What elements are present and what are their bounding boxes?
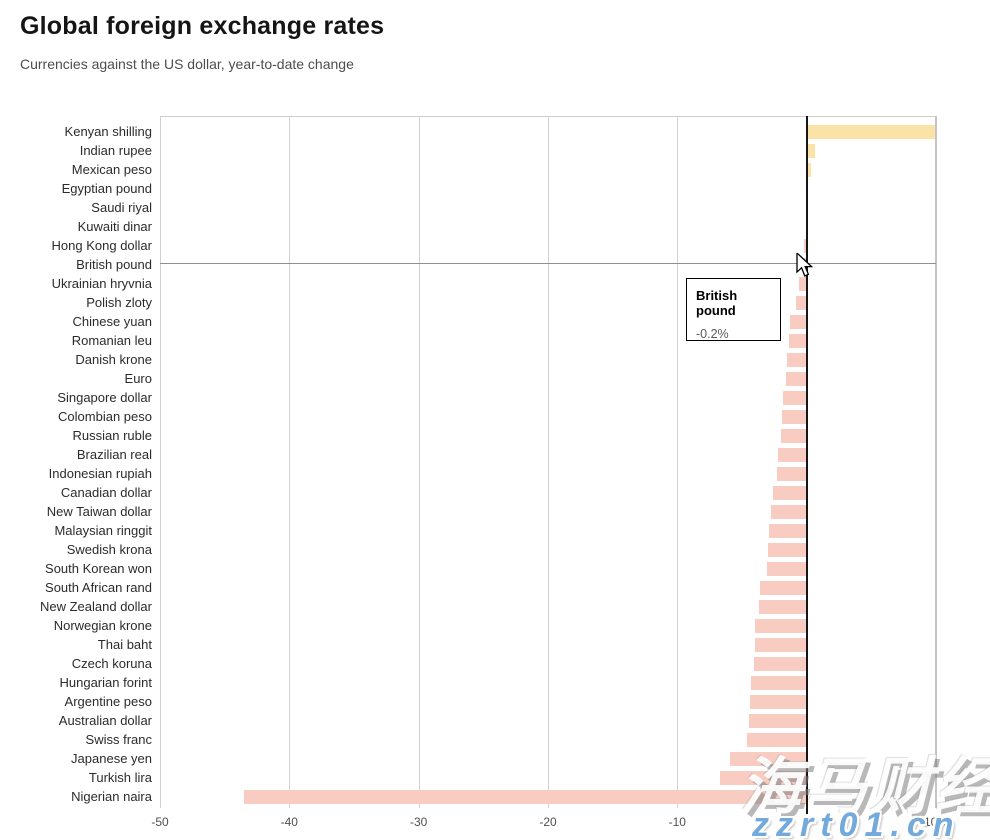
bar-thai-baht[interactable] <box>754 638 807 652</box>
bar-new-zealand-dollar[interactable] <box>758 600 807 614</box>
category-label: Chinese yuan <box>72 313 153 329</box>
x-gridline <box>677 116 679 808</box>
bar-brazilian-real[interactable] <box>778 448 807 462</box>
x-axis-tick-label: -10 <box>668 815 686 829</box>
category-label: Ukrainian hryvnia <box>51 275 152 291</box>
x-gridline <box>935 116 937 808</box>
category-label: Swiss franc <box>85 731 152 747</box>
x-gridline <box>418 116 420 808</box>
category-label: Indian rupee <box>79 142 152 158</box>
category-label: Nigerian naira <box>71 788 152 804</box>
category-label: Japanese yen <box>71 750 152 766</box>
category-label: Indonesian rupiah <box>48 465 152 481</box>
category-label: Australian dollar <box>58 712 152 728</box>
chart-subtitle: Currencies against the US dollar, year-t… <box>20 56 354 72</box>
category-label: Turkish lira <box>88 769 152 785</box>
bar-australian-dollar[interactable] <box>748 714 807 728</box>
bar-malaysian-ringgit[interactable] <box>769 524 807 538</box>
category-label: Danish krone <box>75 351 152 367</box>
category-label: Canadian dollar <box>60 484 152 500</box>
category-label: Hungarian forint <box>59 674 153 690</box>
bar-hong-kong-dollar[interactable] <box>804 239 807 253</box>
tooltip-currency-name: British pound <box>696 288 738 318</box>
category-label: Hong Kong dollar <box>51 237 152 253</box>
category-label: New Taiwan dollar <box>46 503 152 519</box>
category-label: Malaysian ringgit <box>54 522 152 538</box>
category-label: Euro <box>124 370 152 386</box>
x-axis-tick-label: -20 <box>539 815 557 829</box>
x-gridline <box>548 116 549 808</box>
category-label: New Zealand dollar <box>39 598 152 614</box>
category-label: Argentine peso <box>64 693 152 709</box>
category-label: Brazilian real <box>76 446 152 462</box>
x-axis-tick-label: -30 <box>410 815 428 829</box>
category-label: South African rand <box>45 579 152 595</box>
bar-nigerian-naira[interactable] <box>244 790 807 804</box>
category-label: Romanian leu <box>71 332 152 348</box>
x-axis-tick-label: -50 <box>151 815 169 829</box>
bar-hungarian-forint[interactable] <box>751 676 807 690</box>
bar-indonesian-rupiah[interactable] <box>776 467 807 481</box>
zero-baseline <box>805 116 808 814</box>
bar-czech-koruna[interactable] <box>753 657 807 671</box>
bar-russian-ruble[interactable] <box>780 429 807 443</box>
bar-new-taiwan-dollar[interactable] <box>770 505 807 519</box>
hovered-row-line <box>160 262 936 264</box>
category-label: Polish zloty <box>86 294 152 310</box>
bar-singapore-dollar[interactable] <box>783 391 807 405</box>
category-label: Swedish krona <box>66 541 152 557</box>
bar-ukrainian-hryvnia[interactable] <box>798 277 807 291</box>
category-label: Kenyan shilling <box>64 123 152 139</box>
category-label: Singapore dollar <box>57 389 152 405</box>
watermark-brand: 海马财经 <box>740 753 990 822</box>
bar-mexican-peso[interactable] <box>808 163 811 177</box>
bar-south-korean-won[interactable] <box>766 562 807 576</box>
category-label: Czech koruna <box>71 655 152 671</box>
bar-indian-rupee[interactable] <box>808 144 815 158</box>
bar-chinese-yuan[interactable] <box>789 315 807 329</box>
bar-danish-krone[interactable] <box>787 353 807 367</box>
x-axis-tick-label: -40 <box>280 815 298 829</box>
bar-argentine-peso[interactable] <box>749 695 807 709</box>
category-label: Saudi riyal <box>91 199 152 215</box>
category-label: Thai baht <box>97 636 152 652</box>
x-axis-tick-label: 10% <box>923 815 949 829</box>
bar-swedish-krona[interactable] <box>767 543 807 557</box>
category-label: Colombian peso <box>58 408 152 424</box>
x-axis-tick-label: 0 <box>803 815 811 829</box>
x-gridline <box>160 116 161 808</box>
bar-romanian-leu[interactable] <box>788 334 807 348</box>
bar-colombian-peso[interactable] <box>782 410 807 424</box>
chart-title: Global foreign exchange rates <box>20 12 385 40</box>
bar-japanese-yen[interactable] <box>730 752 807 766</box>
watermark-site-url: zzrt01.cn <box>752 806 961 840</box>
category-label: Norwegian krone <box>53 617 152 633</box>
category-label: Mexican peso <box>71 161 152 177</box>
bar-south-african-rand[interactable] <box>760 581 807 595</box>
bar-canadian-dollar[interactable] <box>773 486 807 500</box>
category-label: Kuwaiti dinar <box>77 218 152 234</box>
bar-swiss-franc[interactable] <box>747 733 807 747</box>
category-label: British pound <box>76 256 152 272</box>
bar-polish-zloty[interactable] <box>796 296 807 310</box>
bar-kenyan-shilling[interactable] <box>808 125 935 139</box>
bar-euro[interactable] <box>786 372 807 386</box>
category-label: South Korean won <box>45 560 152 576</box>
tooltip-value: -0.2% <box>696 327 729 341</box>
x-gridline <box>289 116 291 808</box>
hover-tooltip: British pound -0.2% <box>686 278 781 341</box>
category-label: Egyptian pound <box>61 180 152 196</box>
mouse-cursor-icon <box>796 253 814 277</box>
category-label: Russian ruble <box>72 427 153 443</box>
bar-norwegian-krone[interactable] <box>754 619 807 633</box>
bar-turkish-lira[interactable] <box>720 771 807 785</box>
